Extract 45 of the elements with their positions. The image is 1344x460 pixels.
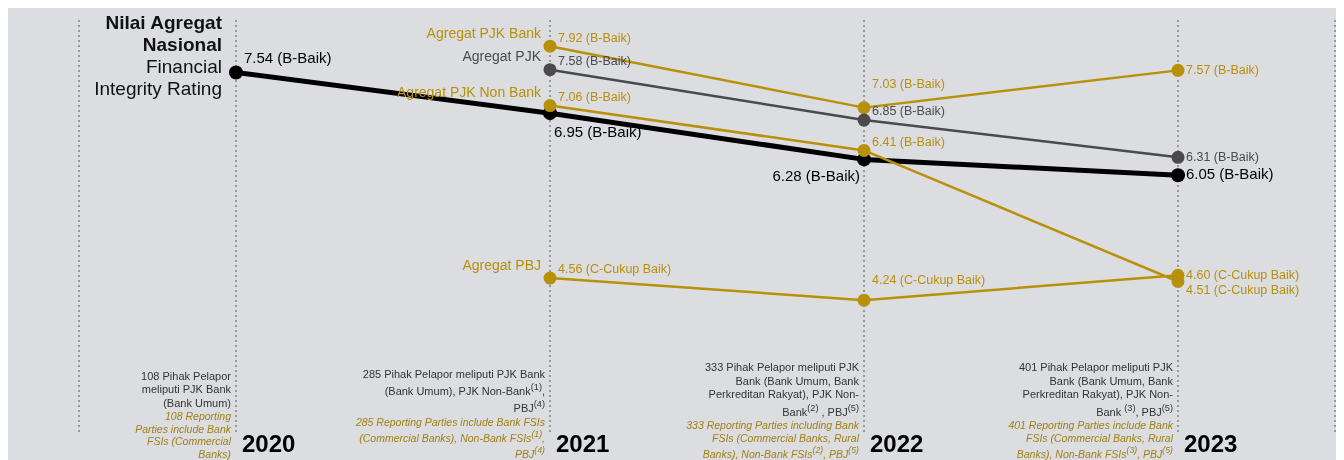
point [543, 271, 557, 285]
annotation: 285 Pihak Pelapor meliputi PJK Bank (Bank Umum), PJK Non-Bank$^{(1)}$, PBJ$^{(4)}$ [361, 367, 545, 416]
annotation: 333 Reporting Parties including Bank FSIs (Commercial Banks, Rural Banks), Non-Bank FSIs$^{(2)}$, PBJ$^{(5)}$ [685, 419, 859, 460]
point [543, 63, 557, 77]
point [857, 143, 871, 157]
point [857, 113, 871, 127]
series-label: Agregat PJK Bank [426, 24, 542, 41]
data-label: 7.54 (B-Baik) [244, 49, 332, 67]
point [543, 99, 557, 113]
point [857, 101, 871, 115]
annotation: 108 Pihak Pelapor meliputi PJK Bank (Bank Umum) [140, 369, 231, 410]
point [543, 39, 557, 53]
annotation: 285 Reporting Parties include Bank FSIs (Commercial Banks), Non-Bank FSIs$^{(1)}$, PBJ$^{(4)}$ [355, 415, 545, 460]
series-label: Agregat PBJ [462, 256, 541, 273]
data-label: 6.95 (B-Baik) [554, 123, 642, 141]
annotation: 108 Reporting Parties include Bank FSIs (Commercial Banks) [134, 410, 231, 460]
x-tick-label: 2022 [870, 430, 924, 457]
data-label: 4.51 (C-Cukup Baik) [1186, 282, 1300, 297]
x-tick-label: 2021 [556, 430, 610, 457]
text: Financial Integrity Rating [93, 56, 222, 100]
annotation: 401 Pihak Pelapor meliputi PJK Bank (Bank Umum, Bank Perkreditan Rakyat), PJK Non-Bank $^{(3)}$, PBJ$^{(5)}$ [1017, 361, 1173, 419]
data-label: 7.92 (B-Baik) [558, 30, 631, 45]
point [229, 65, 243, 80]
x-tick-label: 2020 [242, 430, 296, 457]
data-label: 7.58 (B-Baik) [558, 53, 631, 68]
data-label: 6.41 (B-Baik) [872, 134, 945, 149]
point [1171, 150, 1185, 164]
data-label: 6.85 (B-Baik) [872, 104, 945, 119]
data-label: 6.31 (B-Baik) [1186, 149, 1259, 164]
annotation: 401 Reporting Parties include Bank FSIs (Commercial Banks, Rural Banks), Non-Bank FSIs$^{(3)}$, PBJ$^{(5)}$ [1008, 419, 1173, 460]
chart-title: Nilai Agregat Nasional [104, 12, 222, 56]
point [1171, 63, 1185, 77]
point [857, 293, 871, 307]
series-label: Agregat PJK [462, 48, 542, 65]
data-label: 7.57 (B-Baik) [1186, 62, 1259, 77]
annotation: 333 Pihak Pelapor meliputi PJK Bank (Bank Umum, Bank Perkreditan Rakyat), PJK Non-Bank$^{(2)}$ , PBJ$^{(5)}$ [703, 361, 859, 419]
x-tick-label: 2023 [1184, 430, 1238, 457]
data-label: 4.56 (C-Cukup Baik) [558, 262, 672, 277]
data-label: 7.06 (B-Baik) [558, 89, 631, 104]
data-label: 7.03 (B-Baik) [872, 77, 945, 92]
data-label: 6.05 (B-Baik) [1186, 165, 1274, 183]
data-label: 4.24 (C-Cukup Baik) [872, 273, 986, 288]
point [1171, 168, 1185, 183]
data-label: 6.28 (B-Baik) [772, 167, 860, 185]
data-label: 4.60 (C-Cukup Baik) [1186, 267, 1300, 282]
